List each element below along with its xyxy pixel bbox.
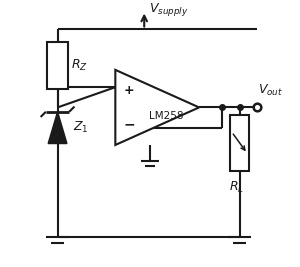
Text: $V_{out}$: $V_{out}$ (258, 83, 284, 98)
Text: $R_L$: $R_L$ (229, 180, 244, 195)
Text: $R_Z$: $R_Z$ (71, 58, 88, 73)
Polygon shape (115, 70, 199, 145)
Bar (230, 115, 249, 171)
Polygon shape (48, 112, 67, 144)
Text: $V_{supply}$: $V_{supply}$ (149, 1, 189, 18)
Text: LM258: LM258 (148, 111, 183, 121)
Text: −: − (123, 118, 135, 132)
Text: +: + (123, 84, 134, 97)
Text: $Z_1$: $Z_1$ (73, 120, 89, 135)
Bar (47, 42, 68, 89)
